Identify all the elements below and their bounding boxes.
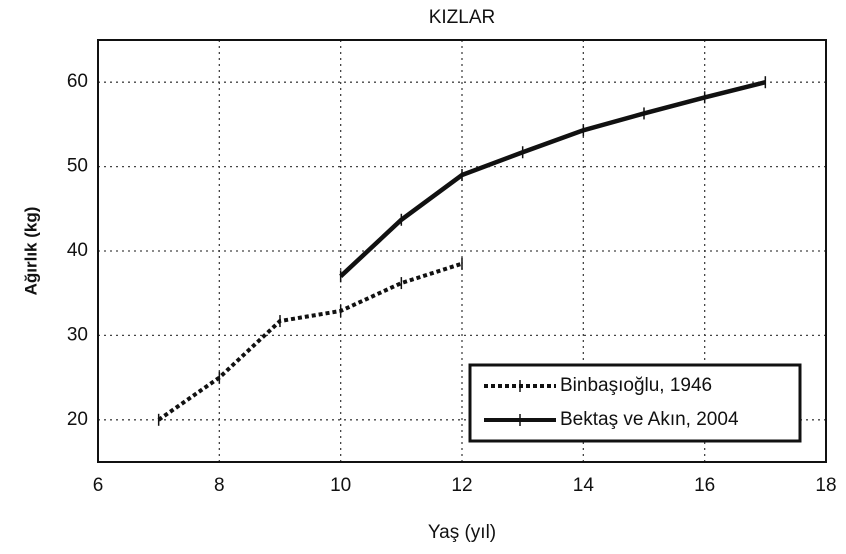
legend-label: Bektaş ve Akın, 2004 [560,409,739,430]
x-tick-label: 12 [451,475,472,496]
y-tick-label: 40 [67,240,88,261]
x-axis-label: Yaş (yıl) [428,522,496,543]
x-tick-label: 10 [330,475,351,496]
y-tick-label: 60 [67,71,88,92]
x-tick-label: 16 [694,475,715,496]
y-tick-label: 20 [67,409,88,430]
x-tick-label: 6 [93,475,104,496]
y-tick-label: 50 [67,156,88,177]
x-tick-label: 14 [573,475,595,496]
series-line [157,261,463,422]
y-tick-label: 30 [67,324,88,345]
x-tick-label: 8 [214,475,225,496]
plot-frame [97,39,827,463]
chart-title: KIZLAR [429,7,496,28]
legend-box [468,363,802,443]
y-axis-label: Ağırlık (kg) [21,207,40,296]
x-tick-label: 18 [815,475,836,496]
series-line [339,80,766,278]
legend-label: Binbaşıoğlu, 1946 [560,375,712,396]
